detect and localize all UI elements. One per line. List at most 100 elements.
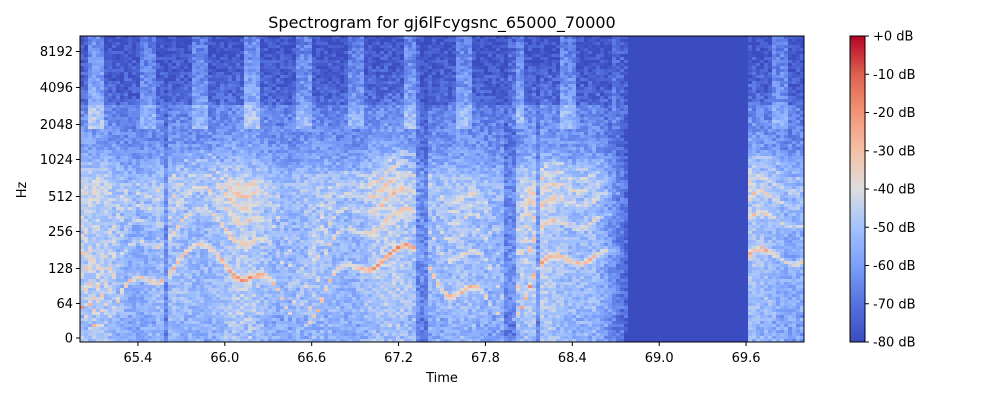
heatmap-cell	[260, 225, 265, 229]
heatmap-cell	[132, 270, 137, 274]
heatmap-cell	[80, 219, 85, 223]
heatmap-cell	[224, 99, 229, 103]
heatmap-cell	[216, 321, 221, 325]
heatmap-cell	[120, 54, 125, 58]
heatmap-cell	[156, 216, 161, 220]
heatmap-cell	[192, 162, 197, 166]
heatmap-cell	[144, 120, 149, 124]
heatmap-cell	[164, 102, 169, 106]
heatmap-cell	[184, 186, 189, 190]
heatmap-cell	[256, 189, 261, 193]
heatmap-cell	[200, 231, 205, 235]
heatmap-cell	[160, 198, 165, 202]
heatmap-cell	[172, 114, 177, 118]
heatmap-cell	[136, 204, 141, 208]
heatmap-cell	[140, 114, 145, 118]
heatmap-cell	[224, 138, 229, 142]
heatmap-cell	[216, 312, 221, 316]
heatmap-cell	[140, 57, 145, 61]
heatmap-cell	[156, 225, 161, 229]
heatmap-cell	[160, 258, 165, 262]
heatmap-cell	[200, 102, 205, 106]
heatmap-cell	[268, 81, 273, 85]
heatmap-cell	[140, 138, 145, 142]
heatmap-cell	[172, 186, 177, 190]
heatmap-cell	[244, 138, 249, 142]
heatmap-cell	[152, 36, 157, 40]
heatmap-cell	[136, 111, 141, 115]
heatmap-cell	[240, 75, 245, 79]
heatmap-cell	[124, 270, 129, 274]
heatmap-cell	[200, 258, 205, 262]
heatmap-cell	[104, 282, 109, 286]
heatmap-cell	[204, 165, 209, 169]
heatmap-cell	[212, 150, 217, 154]
heatmap-cell	[112, 162, 117, 166]
heatmap-cell	[176, 60, 181, 64]
heatmap-cell	[228, 156, 233, 160]
heatmap-cell	[208, 291, 213, 295]
heatmap-cell	[220, 36, 225, 40]
heatmap-cell	[252, 132, 257, 136]
heatmap-cell	[80, 51, 85, 55]
heatmap-cell	[196, 84, 201, 88]
heatmap-cell	[100, 96, 105, 100]
heatmap-cell	[244, 258, 249, 262]
heatmap-cell	[100, 324, 105, 328]
heatmap-cell	[104, 102, 109, 106]
heatmap-cell	[232, 225, 237, 229]
heatmap-cell	[264, 111, 269, 115]
heatmap-cell	[116, 270, 121, 274]
heatmap-cell	[80, 105, 85, 109]
heatmap-cell	[264, 330, 269, 334]
heatmap-cell	[224, 207, 229, 211]
heatmap-cell	[152, 123, 157, 127]
heatmap-cell	[124, 96, 129, 100]
heatmap-cell	[100, 207, 105, 211]
heatmap-cell	[192, 135, 197, 139]
heatmap-cell	[192, 282, 197, 286]
heatmap-cell	[176, 267, 181, 271]
heatmap-cell	[260, 288, 265, 292]
heatmap-cell	[252, 300, 257, 304]
heatmap-cell	[204, 195, 209, 199]
heatmap-cell	[88, 273, 93, 277]
heatmap-cell	[180, 291, 185, 295]
heatmap-cell	[228, 264, 233, 268]
heatmap-cell	[208, 54, 213, 58]
heatmap-cell	[136, 216, 141, 220]
heatmap-cell	[248, 162, 253, 166]
heatmap-cell	[152, 156, 157, 160]
heatmap-cell	[104, 216, 109, 220]
heatmap-cell	[120, 87, 125, 91]
heatmap-cell	[144, 108, 149, 112]
heatmap-cell	[116, 330, 121, 334]
heatmap-cell	[132, 282, 137, 286]
heatmap-cell	[96, 321, 101, 325]
heatmap-cell	[244, 153, 249, 157]
heatmap-cell	[92, 144, 97, 148]
heatmap-cell	[204, 63, 209, 67]
heatmap-cell	[200, 210, 205, 214]
heatmap-cell	[216, 228, 221, 232]
heatmap-cell	[232, 87, 237, 91]
heatmap-cell	[192, 195, 197, 199]
heatmap-cell	[212, 219, 217, 223]
heatmap-cell	[132, 102, 137, 106]
heatmap-cell	[88, 39, 93, 43]
heatmap-cell	[92, 330, 97, 334]
heatmap-cell	[228, 243, 233, 247]
heatmap-cell	[208, 132, 213, 136]
heatmap-cell	[100, 141, 105, 145]
heatmap-cell	[232, 186, 237, 190]
heatmap-cell	[96, 138, 101, 142]
heatmap-cell	[164, 273, 169, 277]
heatmap-cell	[128, 336, 133, 340]
heatmap-cell	[88, 69, 93, 73]
heatmap-cell	[116, 123, 121, 127]
heatmap-cell	[168, 264, 173, 268]
heatmap-cell	[252, 198, 257, 202]
heatmap-cell	[220, 105, 225, 109]
heatmap-cell	[124, 255, 129, 259]
heatmap-cell	[228, 216, 233, 220]
